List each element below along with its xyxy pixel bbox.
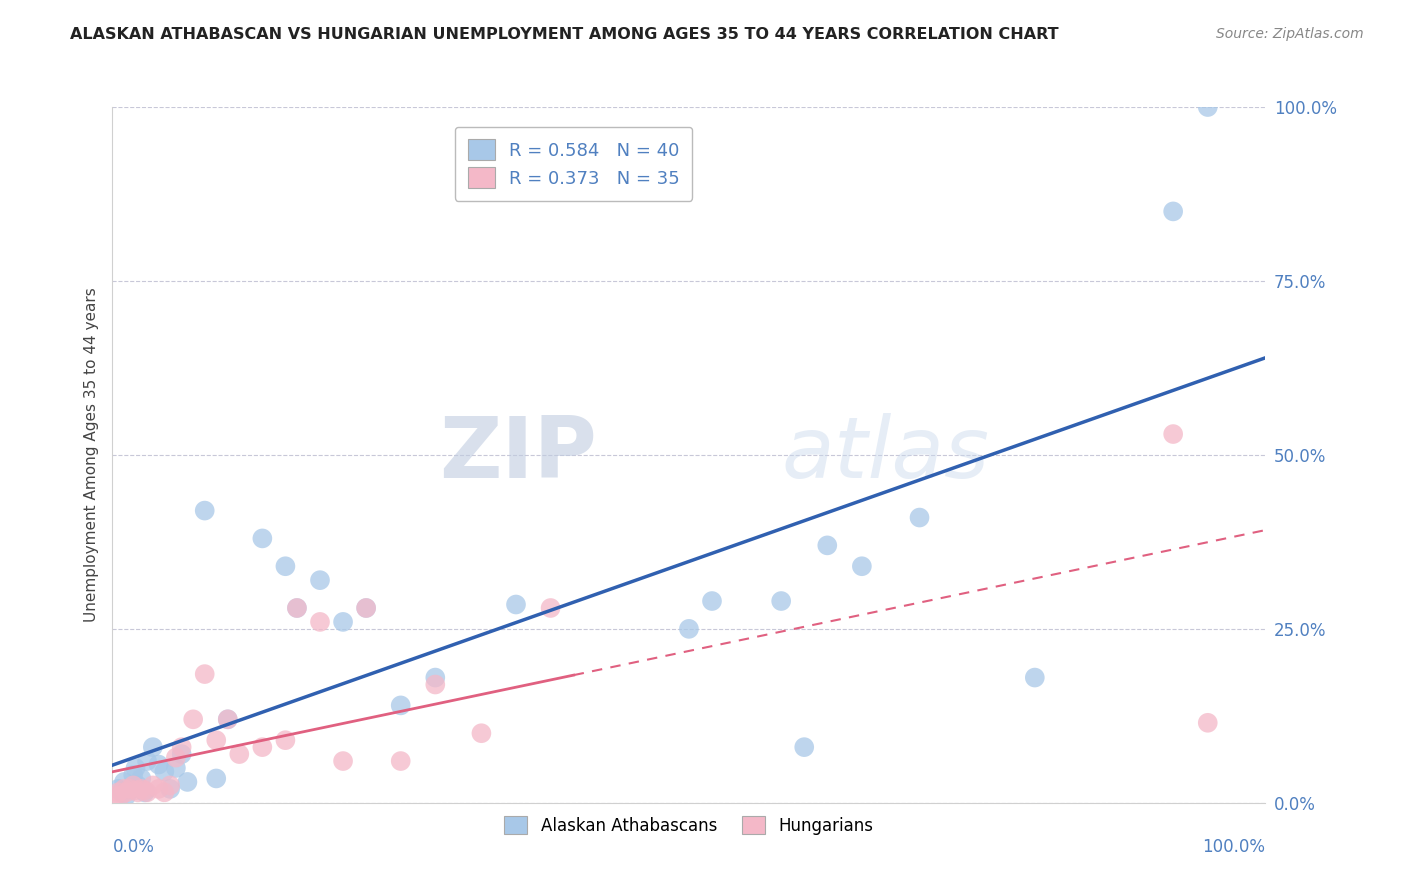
Point <box>425 671 447 685</box>
Point <box>159 778 181 793</box>
Point <box>142 740 165 755</box>
Text: 0.0%: 0.0% <box>112 838 155 855</box>
Point <box>181 712 204 726</box>
Point <box>122 768 145 782</box>
Point <box>104 789 127 803</box>
Point <box>142 778 165 793</box>
Point <box>107 785 129 799</box>
Point <box>217 712 239 726</box>
Point <box>389 754 412 768</box>
Point <box>228 747 250 761</box>
Point <box>505 598 527 612</box>
Point <box>127 778 149 793</box>
Point <box>1197 715 1219 730</box>
Point <box>205 733 228 747</box>
Point <box>793 740 815 755</box>
Point <box>470 726 492 740</box>
Point <box>153 785 176 799</box>
Text: atlas: atlas <box>782 413 990 497</box>
Point <box>285 601 308 615</box>
Point <box>176 775 198 789</box>
Point <box>1161 204 1184 219</box>
Point <box>136 754 159 768</box>
Point <box>678 622 700 636</box>
Point <box>124 761 146 775</box>
Point <box>153 764 176 779</box>
Point <box>170 747 193 761</box>
Point <box>354 601 377 615</box>
Point <box>908 510 931 524</box>
Point <box>1161 427 1184 442</box>
Point <box>851 559 873 574</box>
Point <box>118 781 141 796</box>
Point <box>205 772 228 786</box>
Point <box>540 601 562 615</box>
Point <box>129 772 153 786</box>
Point <box>115 789 138 803</box>
Point <box>1197 100 1219 114</box>
Point <box>112 775 135 789</box>
Text: 100.0%: 100.0% <box>1202 838 1265 855</box>
Point <box>252 740 274 755</box>
Point <box>111 785 134 799</box>
Point <box>107 781 129 796</box>
Point <box>700 594 723 608</box>
Point <box>115 785 138 799</box>
Text: ALASKAN ATHABASCAN VS HUNGARIAN UNEMPLOYMENT AMONG AGES 35 TO 44 YEARS CORRELATI: ALASKAN ATHABASCAN VS HUNGARIAN UNEMPLOY… <box>70 27 1059 42</box>
Point <box>148 757 170 772</box>
Point <box>134 783 156 797</box>
Point <box>252 532 274 546</box>
Point <box>170 740 193 755</box>
Point <box>332 754 354 768</box>
Point <box>148 781 170 796</box>
Point <box>285 601 308 615</box>
Point <box>122 778 145 793</box>
Point <box>425 677 447 691</box>
Y-axis label: Unemployment Among Ages 35 to 44 years: Unemployment Among Ages 35 to 44 years <box>83 287 98 623</box>
Point <box>309 615 332 629</box>
Point <box>110 789 132 803</box>
Point <box>389 698 412 713</box>
Point <box>309 573 332 587</box>
Point <box>165 750 187 764</box>
Point <box>134 785 156 799</box>
Text: Source: ZipAtlas.com: Source: ZipAtlas.com <box>1216 27 1364 41</box>
Point <box>1024 671 1046 685</box>
Point <box>274 559 297 574</box>
Point <box>274 733 297 747</box>
Point <box>815 538 838 552</box>
Point <box>129 781 153 796</box>
Point <box>332 615 354 629</box>
Legend: Alaskan Athabascans, Hungarians: Alaskan Athabascans, Hungarians <box>496 808 882 843</box>
Point <box>354 601 377 615</box>
Point <box>118 781 141 796</box>
Point <box>136 785 159 799</box>
Point <box>194 667 217 681</box>
Point <box>124 783 146 797</box>
Point <box>165 761 187 775</box>
Point <box>159 781 181 796</box>
Point <box>112 781 135 796</box>
Point <box>217 712 239 726</box>
Point <box>194 503 217 517</box>
Point <box>770 594 793 608</box>
Point <box>127 785 149 799</box>
Text: ZIP: ZIP <box>439 413 596 497</box>
